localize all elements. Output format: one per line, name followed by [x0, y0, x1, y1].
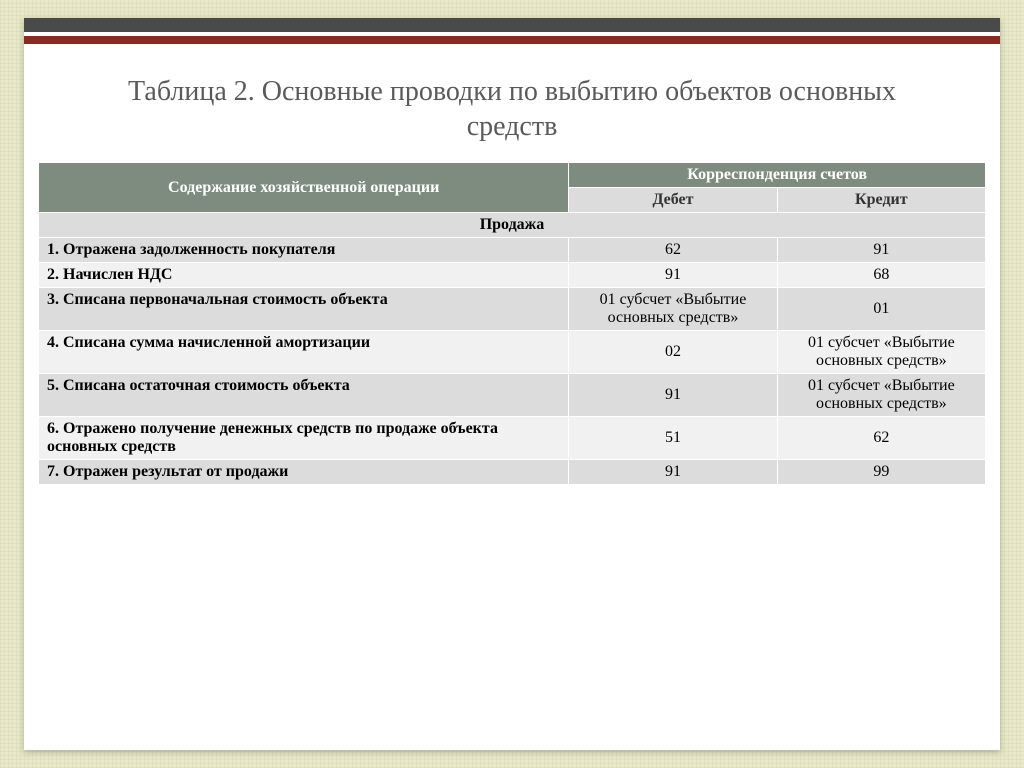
table-row: 5. Списана остаточная стоимость объекта …: [39, 374, 986, 417]
table-row: 3. Списана первоначальная стоимость объе…: [39, 288, 986, 331]
cell-desc: 4. Списана сумма начисленной амортизации: [39, 331, 569, 374]
cell-debit: 91: [569, 460, 777, 485]
cell-desc: 6. Отражено получение денежных средств п…: [39, 417, 569, 460]
table-title: Таблица 2. Основные проводки по выбытию …: [24, 44, 1000, 162]
cell-desc: 3. Списана первоначальная стоимость объе…: [39, 288, 569, 331]
cell-debit: 91: [569, 263, 777, 288]
col-header-debit: Дебет: [569, 188, 777, 213]
cell-debit: 01 субсчет «Выбытие основных средств»: [569, 288, 777, 331]
cell-desc: 1. Отражена задолженность покупателя: [39, 238, 569, 263]
cell-desc: 2. Начислен НДС: [39, 263, 569, 288]
section-header: Продажа: [39, 213, 986, 238]
table-container: Содержание хозяйственной операции Коррес…: [24, 162, 1000, 497]
decor-bar-red: [24, 36, 1000, 44]
cell-debit: 62: [569, 238, 777, 263]
col-header-correspondence: Корреспонденция счетов: [569, 163, 986, 188]
cell-credit: 01 субсчет «Выбытие основных средств»: [777, 331, 985, 374]
cell-credit: 99: [777, 460, 985, 485]
cell-debit: 51: [569, 417, 777, 460]
table-row: 7. Отражен результат от продажи 91 99: [39, 460, 986, 485]
cell-credit: 91: [777, 238, 985, 263]
table-row: 6. Отражено получение денежных средств п…: [39, 417, 986, 460]
table-row: 4. Списана сумма начисленной амортизации…: [39, 331, 986, 374]
cell-debit: 91: [569, 374, 777, 417]
table-row: 2. Начислен НДС 91 68: [39, 263, 986, 288]
cell-credit: 62: [777, 417, 985, 460]
col-header-credit: Кредит: [777, 188, 985, 213]
cell-credit: 01 субсчет «Выбытие основных средств»: [777, 374, 985, 417]
decor-bar-dark: [24, 18, 1000, 32]
table-row: 1. Отражена задолженность покупателя 62 …: [39, 238, 986, 263]
cell-desc: 7. Отражен результат от продажи: [39, 460, 569, 485]
col-header-operation: Содержание хозяйственной операции: [39, 163, 569, 213]
slide: Таблица 2. Основные проводки по выбытию …: [24, 18, 1000, 750]
cell-credit: 01: [777, 288, 985, 331]
cell-credit: 68: [777, 263, 985, 288]
entries-table: Содержание хозяйственной операции Коррес…: [38, 162, 986, 485]
cell-desc: 5. Списана остаточная стоимость объекта: [39, 374, 569, 417]
cell-debit: 02: [569, 331, 777, 374]
